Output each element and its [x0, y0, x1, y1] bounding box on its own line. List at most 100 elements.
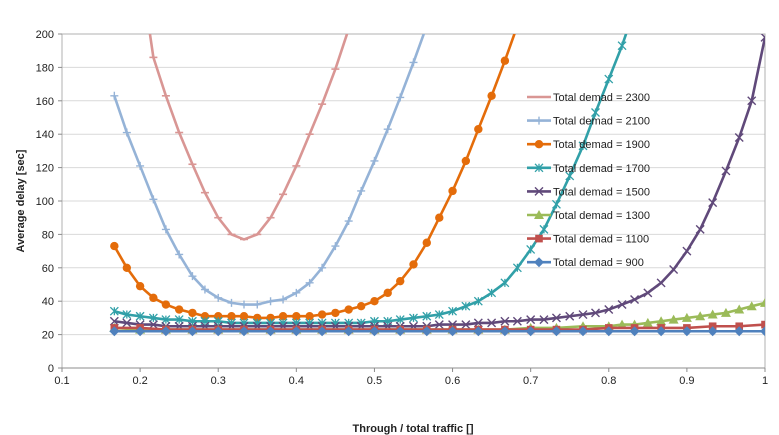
data-point	[668, 314, 679, 324]
data-point	[708, 198, 718, 208]
data-point	[499, 326, 510, 337]
legend-label: Total demad = 1500	[553, 186, 650, 198]
data-point	[175, 250, 184, 259]
data-point	[122, 310, 132, 320]
legend-item: Total demad = 2300	[527, 92, 650, 104]
y-tick-label: 180	[36, 62, 54, 74]
data-point	[735, 322, 744, 331]
data-point	[122, 263, 132, 272]
data-point	[370, 156, 379, 165]
data-point	[473, 318, 483, 328]
data-point	[747, 96, 757, 106]
data-point	[369, 326, 380, 337]
data-point	[110, 91, 119, 100]
data-point	[396, 93, 405, 102]
data-point	[421, 326, 432, 337]
data-point	[396, 276, 405, 286]
x-tick-label: 0.2	[132, 375, 147, 387]
data-point	[695, 224, 705, 234]
data-point	[161, 225, 170, 234]
data-point	[109, 326, 120, 337]
data-point	[356, 302, 366, 311]
data-point	[422, 238, 431, 247]
legend-marker	[534, 210, 544, 219]
data-point	[174, 315, 184, 325]
data-point	[473, 326, 484, 337]
data-point	[435, 213, 444, 222]
data-point	[200, 285, 209, 294]
legend: Total demad = 2300 Total demad = 2100 Tota…	[527, 92, 650, 269]
data-point	[239, 300, 248, 309]
data-point	[500, 316, 510, 326]
x-tick-label: 0.1	[54, 375, 69, 387]
data-point	[539, 224, 549, 234]
data-point	[643, 288, 653, 298]
data-point	[695, 311, 706, 321]
data-point	[109, 316, 119, 326]
data-point	[721, 166, 731, 176]
data-point	[213, 326, 224, 337]
data-point	[642, 317, 653, 327]
data-point	[383, 125, 392, 134]
data-point	[383, 288, 392, 298]
data-point	[409, 313, 418, 323]
data-point	[214, 293, 223, 302]
x-tick-label: 0.7	[523, 375, 538, 387]
data-point	[539, 315, 549, 325]
data-point	[487, 288, 497, 298]
data-point	[343, 326, 354, 337]
data-point	[707, 326, 718, 337]
data-point	[512, 316, 522, 326]
legend-label: Total demad = 2300	[553, 92, 650, 104]
data-point	[409, 260, 418, 269]
series-line	[148, 34, 349, 241]
data-point	[551, 326, 562, 337]
data-point	[656, 278, 666, 288]
x-tick-label: 0.5	[367, 375, 382, 387]
y-tick-label: 160	[36, 96, 54, 108]
data-point	[551, 199, 561, 209]
data-point	[148, 320, 158, 330]
data-point	[604, 74, 614, 84]
data-point	[656, 316, 667, 326]
data-point	[149, 293, 158, 303]
data-point	[474, 124, 483, 134]
data-point	[473, 296, 483, 306]
legend-item: Total demad = 2100	[527, 116, 650, 128]
data-point	[487, 91, 496, 100]
data-point	[500, 278, 510, 288]
data-point	[344, 217, 353, 226]
data-point	[448, 186, 457, 196]
data-point	[266, 297, 275, 306]
x-tick-label: 0.8	[601, 375, 616, 387]
legend-item: Total demad = 1100	[527, 234, 649, 246]
legend-marker	[534, 140, 544, 149]
y-tick-label: 100	[36, 196, 54, 208]
data-point	[227, 298, 236, 307]
legend-label: Total demad = 1300	[553, 210, 650, 222]
data-point	[160, 326, 171, 337]
data-point	[227, 312, 236, 321]
data-point	[565, 311, 575, 321]
legend-label: Total demad = 900	[553, 257, 644, 269]
tick-labels: 0 20 40 60 80 100 120 140 160 180 200 0.1 0.2 0.3 0.4 0…	[36, 29, 768, 387]
data-point	[331, 308, 340, 318]
x-tick-label: 0.6	[445, 375, 460, 387]
data-point	[409, 58, 418, 67]
data-point	[682, 246, 692, 256]
x-tick-label: 0.3	[211, 375, 226, 387]
data-point	[578, 326, 589, 337]
legend-label: Total demad = 1100	[553, 234, 649, 246]
legend-marker	[534, 163, 544, 173]
data-point	[395, 326, 406, 337]
data-point	[591, 108, 600, 117]
data-point	[357, 186, 366, 195]
data-point	[760, 297, 765, 307]
data-point	[656, 326, 667, 337]
data-point	[760, 326, 765, 337]
data-point	[148, 313, 158, 323]
data-point	[631, 5, 639, 13]
legend-marker	[535, 234, 543, 243]
data-point	[239, 312, 249, 321]
